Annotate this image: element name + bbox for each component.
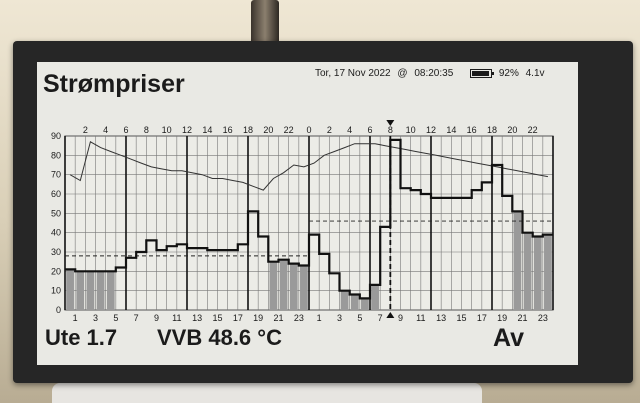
y-tick-label: 50 [51, 208, 61, 218]
active-hour-bar [340, 290, 349, 310]
active-hour-bar [106, 271, 115, 310]
top-tick-label: 12 [426, 125, 436, 135]
water-heater-temperature: VVB 48.6 °C [157, 325, 282, 350]
bottom-tick-label: 15 [456, 313, 466, 323]
date-text: Tor, 17 Nov 2022 [315, 68, 391, 79]
top-tick-label: 20 [507, 125, 517, 135]
bottom-tick-label: 3 [93, 313, 98, 323]
cable [251, 0, 279, 44]
top-tick-label: 22 [284, 125, 294, 135]
active-hour-bar [533, 236, 542, 310]
top-tick-label: 4 [347, 125, 352, 135]
bottom-tick-label: 17 [477, 313, 487, 323]
active-hour-bar [300, 265, 308, 310]
bottom-tick-label: 15 [212, 313, 222, 323]
display-stand [52, 383, 482, 403]
top-tick-label: 10 [162, 125, 172, 135]
active-hour-bar [350, 294, 359, 310]
active-hour-bar [269, 261, 278, 310]
page-title: Strømpriser [43, 70, 185, 98]
bottom-tick-label: 11 [172, 313, 181, 323]
bottom-tick-label: 21 [273, 313, 283, 323]
top-tick-label: 16 [223, 125, 233, 135]
top-tick-label: 14 [202, 125, 212, 135]
bottom-tick-label: 1 [73, 313, 78, 323]
active-hour-bar [523, 232, 532, 310]
y-tick-label: 80 [51, 150, 61, 160]
bottom-tick-label: 19 [497, 313, 507, 323]
current-hour-pointer [386, 120, 395, 126]
active-hour-bar [513, 211, 522, 310]
bottom-tick-label: 21 [517, 313, 527, 323]
top-tick-label: 18 [487, 125, 497, 135]
bottom-tick-label: 5 [357, 313, 362, 323]
bottom-tick-label: 23 [294, 313, 304, 323]
active-hour-bar [86, 271, 95, 310]
temperature-line [69, 141, 548, 191]
top-tick-label: 12 [182, 125, 192, 135]
bottom-tick-label: 9 [398, 313, 403, 323]
active-hour-bar [361, 298, 369, 310]
top-tick-label: 6 [367, 125, 372, 135]
battery-icon [470, 68, 495, 78]
bottom-tick-label: 13 [436, 313, 446, 323]
battery-fill [472, 70, 489, 76]
y-tick-label: 0 [56, 305, 61, 315]
active-hour-bar [279, 259, 288, 310]
top-tick-label: 2 [83, 125, 88, 135]
bottom-tick-label: 9 [154, 313, 159, 323]
active-hour-bar [544, 234, 552, 310]
y-tick-label: 40 [51, 228, 61, 238]
bottom-tick-label: 7 [134, 313, 139, 323]
bottom-tick-label: 19 [253, 313, 263, 323]
price-step-line [65, 138, 553, 300]
y-tick-label: 10 [51, 286, 61, 296]
bottom-tick-label: 23 [538, 313, 548, 323]
y-tick-label: 20 [51, 266, 61, 276]
top-tick-label: 4 [103, 125, 108, 135]
active-hour-bar [96, 271, 105, 310]
bottom-tick-label: 13 [192, 313, 202, 323]
y-tick-label: 30 [51, 247, 61, 257]
status-bar: Tor, 17 Nov 2022 @ 08:20:35 92% 4.1v [315, 68, 549, 79]
bottom-tick-label: 3 [337, 313, 342, 323]
outdoor-temperature: Ute 1.7 [45, 325, 118, 350]
top-tick-label: 14 [446, 125, 456, 135]
y-tick-label: 70 [51, 170, 61, 180]
top-tick-label: 0 [306, 125, 311, 135]
active-hour-bar [76, 271, 85, 310]
top-tick-label: 8 [388, 125, 393, 135]
bottom-tick-label: 11 [416, 313, 425, 323]
mode-indicator: Av [493, 324, 525, 352]
active-hour-bar [289, 263, 298, 310]
top-tick-label: 6 [123, 125, 128, 135]
battery-percent: 92% [498, 68, 519, 79]
y-tick-label: 60 [51, 189, 61, 199]
bottom-tick-label: 17 [233, 313, 243, 323]
y-tick-label: 90 [51, 131, 61, 141]
active-hour-bar [66, 269, 74, 310]
top-tick-label: 8 [144, 125, 149, 135]
at-sign: @ [397, 68, 408, 79]
bottom-tick-label: 7 [378, 313, 383, 323]
top-tick-label: 10 [406, 125, 416, 135]
top-tick-label: 20 [263, 125, 273, 135]
top-tick-label: 16 [467, 125, 477, 135]
top-tick-label: 2 [327, 125, 332, 135]
bottom-tick-label: 1 [317, 313, 322, 323]
voltage-text: 4.1v [525, 68, 545, 79]
bottom-tick-label: 5 [113, 313, 118, 323]
top-tick-label: 22 [528, 125, 538, 135]
eink-screen: Strømpriser Tor, 17 Nov 2022 @ 08:20:35 … [37, 62, 578, 365]
current-hour-pointer-bottom [386, 312, 395, 318]
top-tick-label: 18 [243, 125, 253, 135]
time-text: 08:20:35 [414, 68, 454, 79]
active-hour-bar [371, 284, 379, 310]
